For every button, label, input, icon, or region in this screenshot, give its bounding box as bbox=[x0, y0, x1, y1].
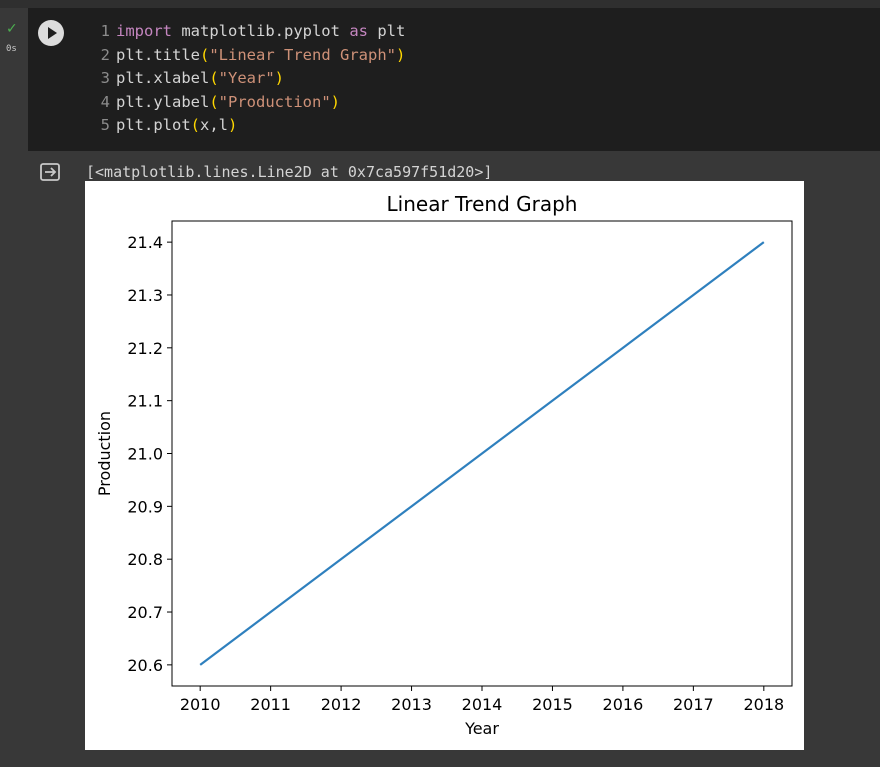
output-arrow-icon[interactable] bbox=[40, 163, 60, 181]
code-token: plt bbox=[367, 22, 406, 40]
code-token: ) bbox=[274, 69, 285, 88]
code-token: plt.title bbox=[116, 45, 200, 64]
x-tick-label: 2014 bbox=[462, 695, 503, 714]
line-number: 5 bbox=[100, 116, 110, 135]
y-axis-label: Production bbox=[95, 411, 114, 496]
code-token: "Production" bbox=[218, 92, 331, 111]
cell-gutter: ✓ 0s bbox=[0, 8, 28, 767]
y-tick-label: 21.0 bbox=[127, 445, 163, 464]
line-number: 2 bbox=[100, 45, 110, 64]
output-text: [<matplotlib.lines.Line2D at 0x7ca597f51… bbox=[86, 163, 493, 181]
code-token: plt.ylabel bbox=[116, 92, 210, 111]
code-line[interactable]: 5 plt.plot(x,l) bbox=[96, 114, 405, 138]
line-number: 4 bbox=[100, 92, 110, 111]
code-token: ( bbox=[190, 116, 200, 135]
y-tick-label: 20.7 bbox=[127, 603, 163, 622]
code-line[interactable]: 2 plt.title("Linear Trend Graph") bbox=[96, 44, 406, 68]
y-tick-label: 20.8 bbox=[127, 550, 163, 569]
code-token: as bbox=[349, 22, 368, 40]
code-editor[interactable]: 1 import matplotlib.pyplot as plt 2 plt.tit… bbox=[96, 20, 406, 138]
code-line[interactable]: 1 import matplotlib.pyplot as plt bbox=[96, 20, 406, 44]
y-tick-label: 21.3 bbox=[127, 286, 163, 305]
run-cell-button[interactable] bbox=[38, 20, 64, 46]
top-strip bbox=[0, 0, 880, 8]
x-tick-label: 2016 bbox=[603, 695, 644, 714]
code-token: "Linear Trend Graph" bbox=[209, 45, 396, 64]
code-token: ) bbox=[228, 116, 238, 135]
code-token: matplotlib.pyplot bbox=[172, 22, 350, 40]
y-tick-label: 21.2 bbox=[127, 339, 163, 358]
code-token: ( bbox=[209, 92, 219, 111]
x-tick-label: 2017 bbox=[673, 695, 714, 714]
x-tick-label: 2013 bbox=[391, 695, 432, 714]
code-line[interactable]: 3 plt.xlabel("Year") bbox=[96, 67, 405, 91]
x-tick-label: 2018 bbox=[743, 695, 784, 714]
code-token: plt.plot bbox=[116, 116, 191, 135]
y-tick-label: 20.6 bbox=[127, 656, 163, 675]
code-token: ) bbox=[330, 92, 340, 111]
code-token: "Year" bbox=[218, 69, 275, 88]
y-tick-label: 20.9 bbox=[127, 497, 163, 516]
x-tick-label: 2015 bbox=[532, 695, 573, 714]
x-tick-label: 2012 bbox=[321, 695, 362, 714]
line-number: 1 bbox=[100, 22, 110, 40]
chart-title: Linear Trend Graph bbox=[387, 192, 578, 216]
code-token: ) bbox=[395, 45, 406, 64]
execution-time: 0s bbox=[6, 44, 17, 54]
code-token: plt.xlabel bbox=[116, 69, 210, 88]
x-tick-label: 2011 bbox=[250, 695, 291, 714]
code-cell[interactable]: 1 import matplotlib.pyplot as plt 2 plt.tit… bbox=[28, 8, 880, 151]
line-number: 3 bbox=[100, 69, 110, 88]
x-axis-label: Year bbox=[464, 719, 499, 738]
code-line[interactable]: 4 plt.ylabel("Production") bbox=[96, 91, 405, 115]
code-token: ( bbox=[200, 45, 210, 64]
y-tick-label: 21.4 bbox=[127, 233, 163, 252]
x-tick-label: 2010 bbox=[180, 695, 221, 714]
code-token: import bbox=[116, 22, 172, 40]
y-tick-label: 21.1 bbox=[127, 392, 163, 411]
code-token: x,l bbox=[200, 116, 228, 135]
line-chart: Linear Trend Graph 2010 2011 2012 2013 2014 20… bbox=[95, 192, 793, 738]
success-check-icon: ✓ bbox=[6, 21, 18, 37]
plot-output: Linear Trend Graph 2010 2011 2012 2013 2014 20… bbox=[85, 181, 804, 750]
code-token: ( bbox=[209, 69, 219, 88]
